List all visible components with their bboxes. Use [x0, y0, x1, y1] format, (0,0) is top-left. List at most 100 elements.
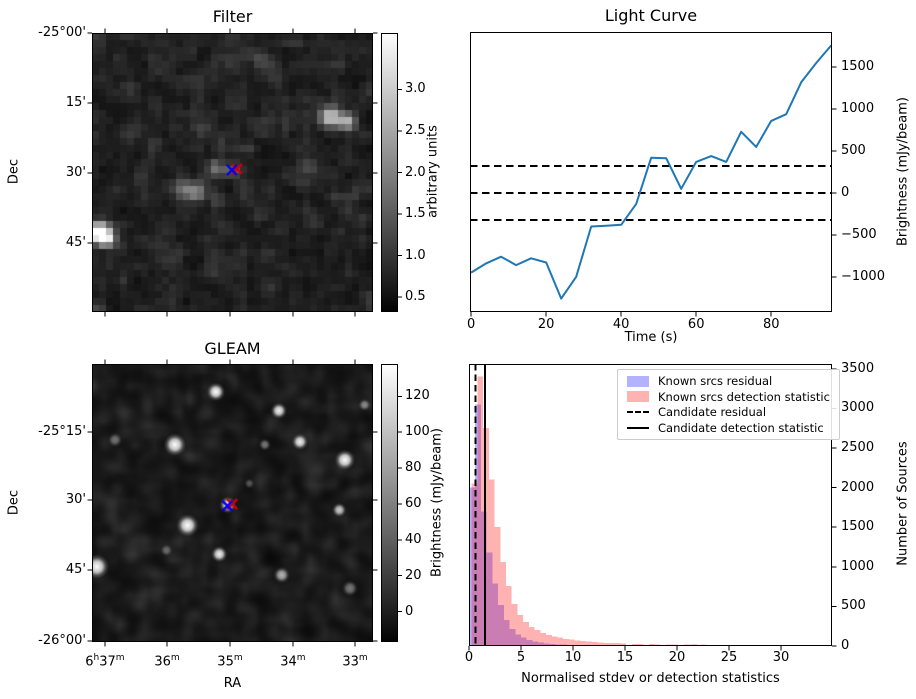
legend-line-candidate-residual — [627, 411, 649, 414]
hist-bar — [583, 645, 590, 646]
gleam-cbtick-label: 80 — [405, 460, 422, 476]
hist-bar — [671, 644, 678, 646]
gleam-xtick-label: 36m — [154, 653, 180, 670]
hist-bar — [549, 644, 556, 646]
filter-image — [92, 33, 373, 312]
gleam-cbtick-label: 0 — [405, 603, 414, 619]
hist-bar — [500, 562, 507, 646]
hist-bar — [589, 645, 596, 646]
hist-bar — [555, 644, 562, 646]
hist-ytick-label: 2000 — [841, 479, 875, 495]
hist-bar — [603, 642, 609, 646]
gleam-xtick-label: 35m — [217, 653, 243, 670]
hist-ytick-label: 2500 — [841, 439, 875, 455]
lc-xtick-label: 0 — [466, 317, 476, 332]
hist-bar — [803, 645, 810, 646]
legend-item-known-detstat: Known srcs detection statistic — [627, 389, 830, 404]
hist-bar — [506, 585, 512, 646]
hist-bar — [666, 644, 672, 646]
legend-label-candidate-detstat: Candidate detection statistic — [658, 420, 824, 435]
gleam-xtick-label: 6h37m — [85, 653, 125, 670]
hist-bar — [546, 634, 552, 646]
filter-ytick-label: -25°00' — [38, 25, 86, 40]
gleam-xtick-label: 34m — [280, 653, 306, 670]
hist-ytick-label: 1500 — [841, 519, 875, 535]
hist-bar — [717, 644, 724, 646]
legend-label-known-detstat: Known srcs detection statistic — [658, 389, 830, 404]
legend-item-candidate-detstat: Candidate detection statistic — [627, 420, 830, 435]
hist-bar — [597, 642, 604, 646]
hist-ytick-label: 500 — [841, 598, 866, 614]
hist-xtick-label: 30 — [772, 650, 790, 665]
hist-bar — [683, 644, 690, 646]
lc-ytick-label: −500 — [841, 226, 877, 242]
gleam-cbtick-label: 100 — [405, 424, 430, 440]
hist-xtick-label: 10 — [564, 650, 582, 665]
lc-xtick-label: 60 — [687, 317, 705, 332]
hist-ytick-label: 3000 — [841, 400, 875, 416]
hist-bar — [723, 644, 730, 646]
gleam-ytick-label: -26°00' — [38, 632, 86, 648]
hist-bar — [786, 645, 793, 646]
hist-bar — [517, 615, 524, 646]
gleam-ytick-label: 30' — [65, 491, 86, 507]
gleam-cbtick-label: 120 — [405, 388, 430, 404]
hist-bar — [774, 645, 781, 646]
legend-swatch-known-detstat — [627, 391, 649, 403]
hist-bar — [523, 622, 529, 646]
hist-bar — [649, 644, 655, 646]
lc-xtick-label: 40 — [612, 317, 630, 332]
plot-frame — [470, 32, 832, 312]
hist-ytick-label: 1000 — [841, 558, 875, 574]
hist-bar — [740, 644, 747, 646]
filter-ytick-label: 45' — [65, 235, 86, 251]
hist-xlabel: Normalised stdev or detection statistics — [521, 671, 780, 686]
legend-label-known-residual: Known srcs residual — [658, 374, 773, 389]
hist-bar — [515, 634, 522, 646]
filter-cbtick-label: 1.5 — [405, 206, 426, 222]
legend-label-candidate-residual: Candidate residual — [658, 405, 767, 420]
gleam-cbtick-label: 60 — [405, 495, 422, 511]
gleam-ytick-label: 45' — [65, 561, 86, 577]
lightcurve-xlabel: Time (s) — [624, 330, 678, 345]
gleam-title: GLEAM — [204, 339, 261, 358]
filter-colorbar — [381, 33, 398, 312]
hist-bar — [563, 638, 569, 646]
hist-xtick-label: 0 — [464, 650, 474, 665]
filter-ytick-label: 15' — [65, 95, 86, 111]
gleam-xtick-label: 33m — [342, 653, 368, 670]
lc-ytick-label: 500 — [841, 143, 866, 159]
gleam-image — [92, 364, 373, 642]
hist-bar — [614, 643, 621, 646]
hist-bar — [494, 527, 501, 646]
lightcurve-line — [470, 44, 832, 300]
legend-line-candidate-detstat — [627, 426, 649, 429]
hist-bar — [568, 639, 575, 646]
lc-ytick-label: 1500 — [841, 59, 875, 75]
hist-bar — [557, 637, 564, 646]
hist-bar — [578, 645, 584, 646]
hist-bar — [528, 626, 535, 646]
hist-bar — [561, 644, 567, 646]
lc-ytick-label: 1000 — [841, 101, 875, 117]
hist-bar — [734, 644, 741, 646]
hist-bar — [551, 636, 558, 646]
hist-bar — [752, 644, 758, 646]
lc-xtick-label: 20 — [537, 317, 555, 332]
hist-bar — [503, 619, 510, 646]
hist-bar — [706, 644, 712, 646]
legend-item-known-residual: Known srcs residual — [627, 374, 830, 389]
hist-ytick-label: 0 — [841, 638, 850, 653]
hist-xtick-label: 15 — [616, 650, 634, 665]
filter-cbtick-label: 0.5 — [405, 289, 426, 305]
gleam-cbtick-label: 40 — [405, 531, 422, 547]
hist-xtick-label: 25 — [720, 650, 738, 665]
filter-cbtick-label: 2.0 — [405, 164, 426, 180]
lc-ytick-label: −1000 — [841, 268, 885, 284]
hist-bar — [757, 645, 764, 646]
filter-cbtick-label: 3.0 — [405, 81, 426, 97]
gleam-colorbar — [381, 364, 398, 642]
gleam-cbtick-label: 20 — [405, 567, 422, 583]
filter-ytick-label: 30' — [65, 165, 86, 181]
